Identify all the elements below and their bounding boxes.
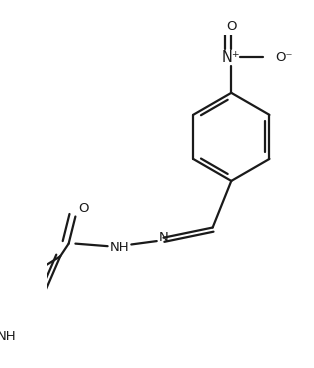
- Text: O: O: [78, 202, 89, 215]
- Text: O: O: [226, 20, 236, 33]
- Text: N: N: [159, 231, 168, 244]
- Text: NH: NH: [0, 330, 17, 343]
- Text: NH: NH: [110, 241, 129, 254]
- Text: N⁺: N⁺: [222, 50, 241, 65]
- Text: O⁻: O⁻: [275, 51, 293, 64]
